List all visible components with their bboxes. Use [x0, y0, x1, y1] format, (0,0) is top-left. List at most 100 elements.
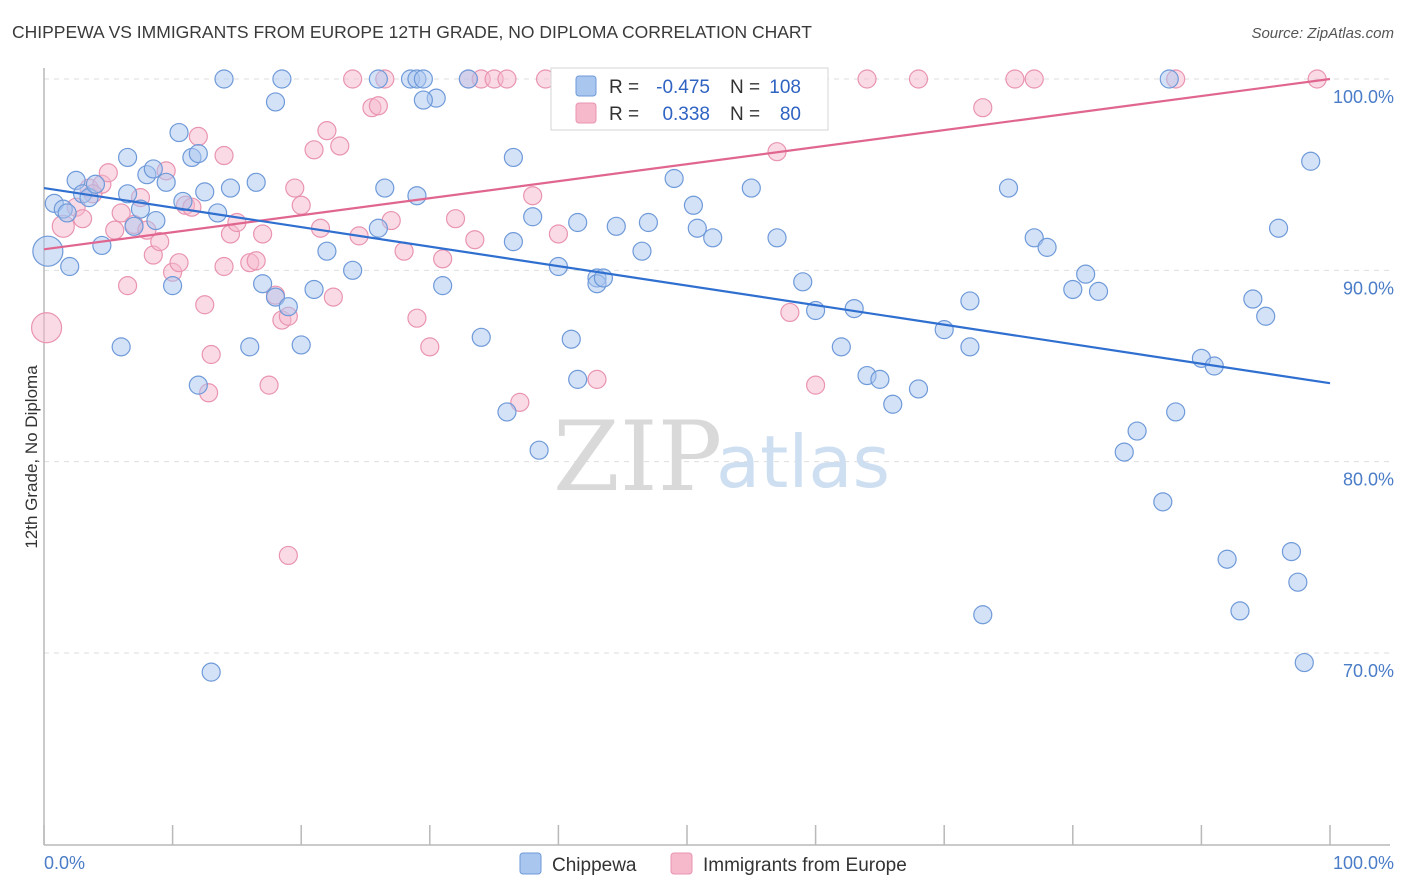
immigrants-point: [150, 232, 170, 252]
chippewa-point: [1114, 442, 1134, 462]
immigrants-point: [291, 195, 311, 215]
chippewa-point: [214, 69, 234, 89]
chippewa-point: [368, 218, 388, 238]
immigrants-point: [195, 295, 215, 315]
immigrants-point: [253, 224, 273, 244]
chippewa-point: [1037, 237, 1057, 257]
legend-r-value-chippewa: -0.475: [656, 77, 710, 98]
chippewa-point: [870, 369, 890, 389]
bottom-legend-swatch-chippewa: [519, 852, 542, 875]
chippewa-point: [1268, 218, 1289, 238]
immigrants-point: [188, 126, 208, 146]
immigrants-point: [30, 312, 63, 344]
chippewa-point: [973, 605, 993, 625]
chippewa-point: [407, 186, 427, 206]
y-tick-labels: 70.0% 80.0% 90.0% 100.0%: [1333, 87, 1394, 681]
immigrants-point: [259, 375, 279, 395]
chippewa-point: [703, 228, 723, 248]
chippewa-point: [1217, 549, 1237, 569]
stats-legend-box: [550, 67, 829, 131]
legend-swatch-chippewa: [575, 75, 597, 97]
chippewa-point: [85, 174, 106, 194]
chippewa-point: [793, 272, 813, 292]
immigrants-point: [465, 230, 485, 250]
chippewa-point: [368, 69, 388, 89]
chippewa-point: [130, 199, 151, 219]
chippewa-point: [413, 69, 433, 89]
chippewa-point: [529, 440, 549, 460]
chippewa-point: [188, 375, 208, 395]
chippewa-point: [272, 69, 292, 89]
watermark-atlas: atlas: [716, 420, 890, 504]
chippewa-point: [503, 147, 523, 168]
chippewa-point: [1076, 264, 1096, 284]
chippewa-point: [195, 182, 215, 202]
chippewa-point: [169, 122, 189, 143]
immigrants-point: [98, 163, 118, 183]
chippewa-point: [1153, 492, 1173, 512]
immigrants-point: [548, 224, 569, 244]
legend-r-value-immigrants: 0.338: [662, 104, 710, 125]
chippewa-point: [117, 147, 138, 168]
chippewa-point: [173, 191, 193, 212]
immigrants-point: [169, 253, 189, 273]
x-tick-label-min: 0.0%: [44, 853, 85, 873]
chippewa-point: [246, 172, 266, 192]
chippewa-point: [998, 178, 1019, 198]
immigrants-point: [278, 545, 298, 566]
immigrants-point: [368, 96, 388, 116]
chippewa-point: [343, 260, 363, 280]
legend-r-label-immigrants: R =: [609, 104, 639, 125]
chippewa-point: [606, 216, 626, 236]
chippewa-point: [458, 69, 478, 89]
trend-lines: [43, 77, 1331, 385]
x-ticks: [43, 825, 1331, 845]
immigrants-point: [343, 69, 363, 89]
chippewa-point: [1243, 289, 1263, 309]
immigrants-point: [323, 287, 343, 307]
chippewa-point: [683, 195, 704, 215]
chippewa-point: [1294, 652, 1314, 673]
chippewa-point: [503, 232, 523, 252]
immigrants-point: [445, 209, 466, 229]
chippewa-point: [1088, 281, 1109, 301]
chippewa-point: [741, 178, 761, 198]
immigrants-point: [214, 145, 234, 166]
legend-n-label-immigrants: N =: [730, 104, 760, 125]
chippewa-point: [1288, 572, 1308, 592]
immigrants-point: [523, 186, 543, 206]
bottom-legend-label-chippewa: Chippewa: [552, 855, 637, 876]
chippewa-point: [375, 178, 395, 198]
immigrants-point: [510, 392, 530, 412]
immigrants-point: [780, 302, 800, 323]
chippewa-point: [240, 337, 260, 357]
immigrants-point: [1005, 69, 1025, 89]
chippewa-point: [265, 287, 286, 307]
chippewa-point: [568, 369, 588, 389]
watermark: ZIP atlas: [553, 401, 890, 513]
immigrants-point: [1024, 69, 1044, 89]
chippewa-point: [1159, 69, 1179, 89]
y-tick-label: 90.0%: [1343, 278, 1394, 298]
chippewa-point: [1024, 228, 1044, 248]
chippewa-point: [883, 394, 903, 414]
chippewa-point: [433, 276, 453, 296]
immigrants-point: [973, 98, 993, 118]
chippewa-point: [844, 299, 864, 319]
legend-swatch-immigrants: [575, 102, 597, 124]
legend-n-value-immigrants: 80: [780, 104, 801, 125]
chippewa-point: [568, 212, 588, 233]
chippewa-point: [188, 144, 208, 164]
chippewa-point: [111, 337, 131, 357]
chart-source: Source: ZipAtlas.com: [1251, 25, 1394, 42]
immigrants-point: [117, 276, 138, 296]
y-tick-label: 80.0%: [1343, 470, 1394, 490]
chippewa-point: [1230, 601, 1250, 621]
bottom-legend-swatch-immigrants: [670, 852, 693, 875]
chippewa-point: [960, 337, 980, 357]
immigrants-point: [908, 69, 929, 89]
chippewa-point: [92, 235, 112, 256]
chippewa-point: [317, 241, 337, 261]
y-tick-label: 100.0%: [1333, 87, 1394, 107]
immigrants-point: [420, 337, 440, 357]
